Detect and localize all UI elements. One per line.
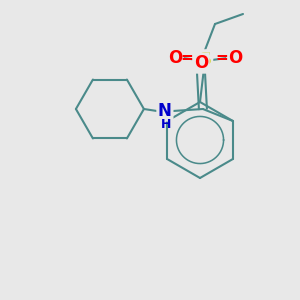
Text: O: O	[168, 49, 182, 67]
Text: =: =	[216, 50, 228, 64]
Text: N: N	[158, 102, 172, 120]
Text: H: H	[161, 118, 171, 131]
Text: S: S	[199, 51, 212, 69]
Text: =: =	[181, 50, 194, 64]
Text: O: O	[194, 54, 208, 72]
Text: O: O	[228, 49, 242, 67]
